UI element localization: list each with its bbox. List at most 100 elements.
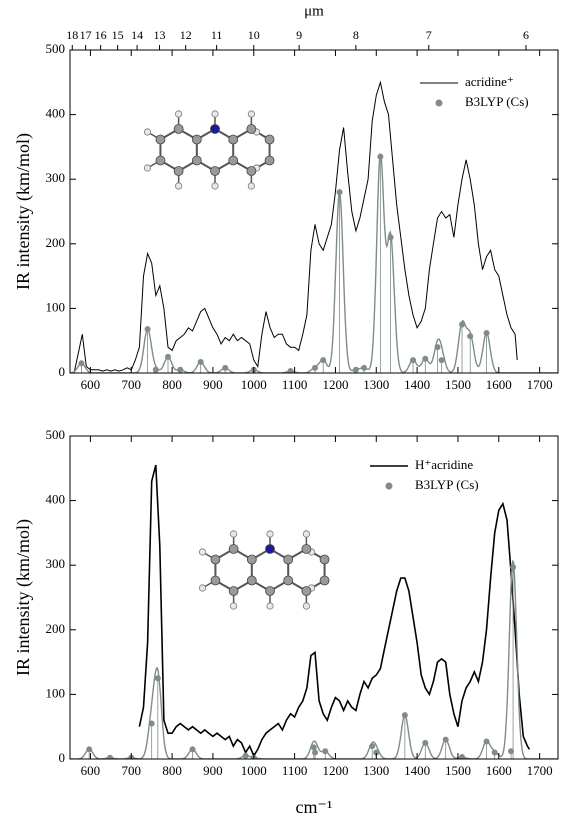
x-axis-title: cm⁻¹ <box>296 797 333 817</box>
hydrogen-atom <box>198 584 207 592</box>
y-tick-label: 0 <box>59 750 66 765</box>
stick-dot <box>369 743 376 750</box>
carbon-atom <box>246 554 257 565</box>
hydrogen-atom <box>211 110 219 118</box>
x-tick-label: 1500 <box>445 763 471 778</box>
x-tick-label: 1000 <box>241 763 267 778</box>
stick-dot <box>410 357 417 364</box>
y-tick-label: 100 <box>46 685 66 700</box>
x2-tick-label: 16 <box>95 28 107 42</box>
stick-dot <box>491 749 498 756</box>
legend-marker <box>385 482 393 490</box>
plot-frame <box>69 435 559 760</box>
molecule <box>198 530 330 610</box>
stick-dot <box>86 746 93 753</box>
x2-tick-label: 15 <box>112 28 124 42</box>
hydrogen-atom <box>302 530 310 538</box>
hydrogen-atom <box>247 110 255 118</box>
stick-dot <box>320 357 327 364</box>
x-tick-label: 1600 <box>486 377 512 392</box>
plot-area <box>70 464 558 759</box>
plot-frame <box>69 49 559 374</box>
hydrogen-atom <box>198 548 207 556</box>
y-tick-label: 300 <box>46 170 66 185</box>
x-tick-label: 600 <box>81 377 101 392</box>
stick-dot <box>483 738 490 745</box>
hydrogen-atom <box>302 602 310 610</box>
x-tick-label: 900 <box>203 763 223 778</box>
stick-dot <box>387 234 394 241</box>
molecule <box>143 110 275 190</box>
stick-dot <box>310 744 317 751</box>
x2-tick-label: 12 <box>180 28 192 42</box>
stick-dot <box>422 739 429 746</box>
x-tick-label: 600 <box>81 763 101 778</box>
stick-dot <box>322 748 329 755</box>
x-tick-label: 800 <box>162 763 182 778</box>
stick-dot <box>510 564 517 571</box>
x-tick-label: 900 <box>203 377 223 392</box>
carbon-atom <box>155 134 166 145</box>
y-tick-label: 400 <box>46 106 66 121</box>
x2-tick-label: 13 <box>154 28 166 42</box>
x-tick-label: 1200 <box>322 377 348 392</box>
x-tick-label: 1600 <box>486 763 512 778</box>
carbon-atom <box>210 554 221 565</box>
nitrogen-atom <box>210 124 220 134</box>
stick-dot <box>148 720 155 727</box>
x-tick-label: 1300 <box>363 377 389 392</box>
x-tick-label: 800 <box>162 377 182 392</box>
x-tick-label: 1500 <box>445 377 471 392</box>
hydrogen-atom <box>266 530 274 538</box>
carbon-atom <box>210 575 221 586</box>
hydrogen-atom <box>230 602 238 610</box>
y-tick-label: 200 <box>46 235 66 250</box>
x-tick-label: 1700 <box>527 763 553 778</box>
x-tick-label: 1100 <box>282 377 308 392</box>
stick-dot <box>78 360 85 367</box>
carbon-atom <box>319 575 330 586</box>
carbon-atom <box>301 544 312 554</box>
x-tick-label: 1100 <box>282 763 308 778</box>
y-axis-title: IR intensity (km/mol) <box>13 133 34 290</box>
x2-tick-label: 14 <box>131 28 143 42</box>
stick-dot <box>377 153 384 160</box>
simulated-envelope <box>70 559 558 759</box>
y-tick-label: 500 <box>46 41 66 56</box>
hydrogen-atom <box>266 602 274 610</box>
x-tick-label: 1700 <box>527 377 553 392</box>
carbon-atom <box>155 155 166 166</box>
carbon-atom <box>228 155 239 166</box>
legend-label: B3LYP (Cs) <box>415 477 479 492</box>
stick-dot <box>152 366 159 373</box>
carbon-atom <box>283 575 294 586</box>
plot-area <box>70 80 558 373</box>
x2-tick-label: 11 <box>211 28 223 42</box>
carbon-atom <box>210 166 220 176</box>
carbon-atom <box>264 155 275 166</box>
y-tick-label: 200 <box>46 621 66 636</box>
stick-dot <box>107 754 114 759</box>
x-tick-label: 1400 <box>404 377 430 392</box>
x-tick-label: 700 <box>122 377 142 392</box>
stick-dot <box>483 329 490 336</box>
stick-dot <box>312 364 319 371</box>
y-tick-label: 0 <box>59 364 66 379</box>
hydrogen-atom <box>143 164 152 172</box>
hydrogen-atom <box>247 182 255 190</box>
stick-dot <box>508 748 515 755</box>
stick-dot <box>222 364 229 371</box>
carbon-atom <box>228 586 239 596</box>
stick-dot <box>422 355 429 362</box>
carbon-atom <box>264 134 275 145</box>
x2-tick-label: 10 <box>248 28 260 42</box>
hydrogen-atom <box>211 182 219 190</box>
legend-label: B3LYP (Cs) <box>465 94 529 109</box>
stick-dot <box>177 366 184 373</box>
carbon-atom <box>319 554 330 565</box>
carbon-atom <box>228 544 239 554</box>
x2-tick-label: 18 <box>66 28 78 42</box>
stick-dot <box>434 344 441 351</box>
stick-dot <box>197 359 204 366</box>
